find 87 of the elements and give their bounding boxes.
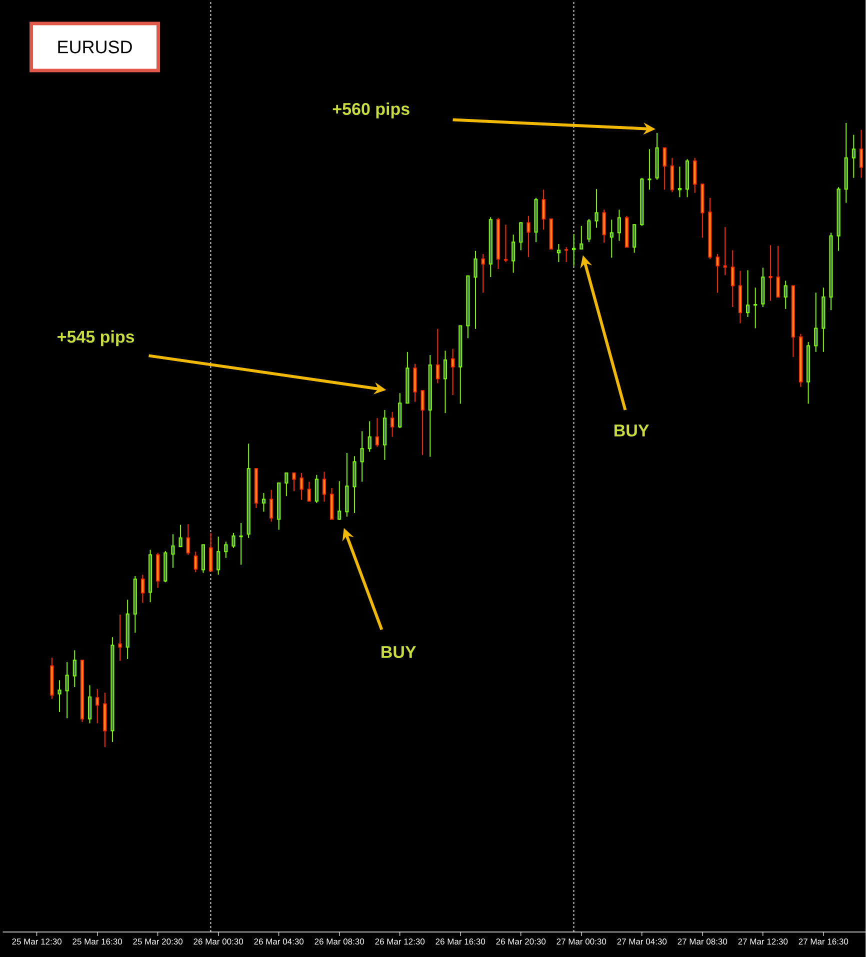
candlestick (65, 662, 69, 719)
candlestick (209, 532, 213, 572)
candlestick (564, 246, 568, 263)
annotation: +545 pips (58, 330, 134, 346)
x-tick-label: 27 Mar 08:30 (678, 938, 728, 945)
candlestick (178, 524, 182, 548)
candlestick (444, 350, 448, 414)
candlestick (436, 328, 440, 384)
x-tick-label: 26 Mar 04:30 (254, 938, 304, 945)
candlestick (784, 280, 788, 310)
candlestick (239, 522, 243, 566)
text: +560 pips (332, 102, 410, 118)
candlestick (262, 492, 266, 512)
candlestick (519, 222, 523, 251)
x-tick-label: 27 Mar 12:30 (738, 938, 788, 945)
candlestick (504, 224, 508, 263)
x-tick-label: 26 Mar 20:30 (496, 938, 546, 945)
x-tick-label: 26 Mar 16:30 (436, 938, 486, 945)
chart-title: EURUSD (58, 40, 132, 54)
candlestick (186, 524, 190, 556)
x-tick-label: 27 Mar 16:30 (798, 938, 848, 945)
candlestick (632, 224, 636, 254)
x-tick-label: 26 Mar 00:30 (194, 938, 244, 945)
candlestick (814, 292, 818, 352)
candlestick (693, 157, 697, 194)
candlestick (776, 245, 780, 298)
candlestick (512, 234, 516, 274)
candlestick (390, 411, 394, 438)
candlestick (572, 234, 576, 266)
candlestick (118, 614, 122, 662)
candlestick (580, 225, 584, 250)
candlestick (716, 253, 720, 294)
candlestick (420, 390, 424, 456)
candlestick (610, 219, 614, 258)
x-tick-label: 26 Mar 08:30 (314, 938, 364, 945)
candlestick (141, 574, 145, 604)
annotation: BUY (382, 646, 416, 658)
candlestick (376, 418, 380, 448)
candlestick (618, 209, 622, 242)
candlestick (398, 392, 402, 429)
candlestick (670, 157, 674, 193)
candlestick (594, 188, 598, 228)
candlestick (224, 541, 228, 558)
candlestick (338, 480, 342, 520)
candlestick (368, 420, 372, 452)
annotation: BUY (614, 424, 650, 437)
x-tick-label: 26 Mar 12:30 (375, 938, 425, 945)
candlestick (860, 129, 864, 178)
candlestick (474, 250, 478, 330)
candlestick (602, 209, 606, 244)
candlestick (314, 474, 319, 504)
candlestick (648, 148, 652, 190)
candlestick (72, 650, 77, 688)
candlestick (526, 215, 530, 258)
candlestick (216, 536, 220, 576)
candlestick (481, 253, 485, 294)
candlestick (88, 684, 92, 724)
candlestick (662, 147, 666, 190)
candlestick (322, 471, 326, 502)
candlestick (557, 243, 561, 263)
x-tick-label: 27 Mar 04:30 (617, 938, 667, 945)
candlestick (360, 430, 364, 482)
candlestick (307, 481, 311, 502)
candlestick (730, 250, 735, 308)
candlestick (451, 348, 455, 396)
candlestick (300, 472, 304, 500)
x-tick-label: 27 Mar 00:30 (556, 938, 606, 945)
candlestick (232, 532, 236, 548)
candlestick (96, 688, 100, 724)
candlestick (292, 472, 296, 492)
candlestick (284, 472, 288, 497)
candlestick (542, 189, 546, 230)
candlestick (587, 218, 591, 243)
candlestick (58, 680, 62, 713)
x-tick-label: 25 Mar 16:30 (72, 938, 122, 945)
candlestick (746, 270, 750, 318)
candlestick (678, 166, 682, 198)
candlestick (768, 244, 772, 302)
candlestick (413, 363, 417, 402)
x-tick-label: 25 Mar 12:30 (12, 938, 62, 945)
candlestick (171, 534, 175, 568)
candlestick (194, 551, 198, 573)
x-tick-label: 25 Mar 20:30 (133, 938, 183, 945)
candlestick (852, 134, 856, 178)
candlestick (723, 226, 727, 276)
candlestick (754, 287, 758, 329)
candlestick (270, 489, 274, 522)
